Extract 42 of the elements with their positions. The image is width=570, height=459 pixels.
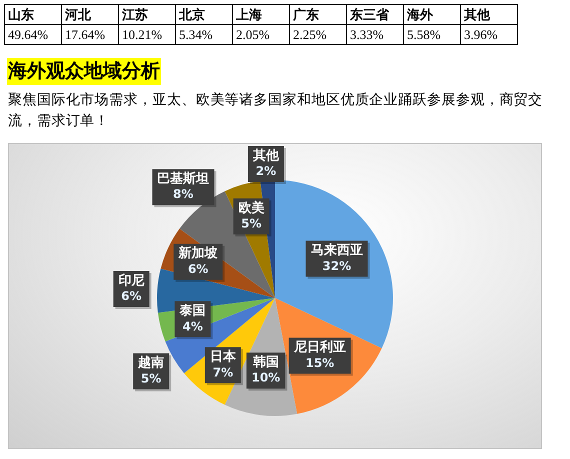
slice-label: 泰国: [178, 304, 206, 319]
data-label: 10%: [251, 370, 280, 385]
category-label: 江苏: [118, 4, 176, 24]
slice-label: 印尼: [118, 272, 144, 288]
data-label: 5.34%: [176, 24, 232, 44]
category-label: 上海: [232, 4, 290, 24]
slice-label: 韩国: [252, 354, 279, 370]
slice-label: 其他: [252, 148, 280, 164]
slice-label: 马来西亚: [310, 243, 363, 258]
chart-subtitle: 聚焦国际化市场需求，亚太、欧美等诸多国家和地区优质企业踊跃参展参观，商贸交流，需求订单！: [8, 91, 544, 131]
data-label: 2.05%: [232, 24, 290, 44]
data-label: 8%: [173, 187, 194, 202]
slice-label: 欧美: [238, 200, 264, 216]
data-label: 5%: [140, 371, 162, 386]
category-label: 其他: [460, 4, 518, 24]
category-label: 河北: [62, 4, 118, 24]
category-label: 广东: [290, 4, 346, 24]
data-label: 6%: [188, 262, 208, 276]
category-label: 海外: [404, 4, 460, 24]
chart-title: 海外观众地域分析: [7, 58, 161, 85]
data-label: 4%: [182, 319, 203, 334]
data-label: 7%: [212, 365, 234, 380]
slice-label: 尼日利亚: [292, 339, 346, 356]
data-label: 17.64%: [62, 24, 118, 44]
data-label: 5.58%: [404, 24, 460, 44]
slice-label: 新加坡: [178, 245, 219, 262]
slice-label: 日本: [210, 350, 237, 365]
category-label: 山东: [4, 4, 62, 24]
data-label: 5%: [241, 216, 262, 231]
data-label: 3.96%: [460, 24, 518, 44]
data-label: 2%: [256, 164, 276, 178]
slice-label: 巴基斯坦: [157, 171, 210, 186]
data-label: 49.64%: [4, 24, 62, 44]
data-label: 3.33%: [346, 24, 404, 44]
data-label: 2.25%: [290, 24, 346, 44]
category-label: 东三省: [346, 4, 404, 24]
data-label: 10.21%: [118, 24, 176, 44]
slice-label: 越南: [137, 356, 164, 371]
data-label: 6%: [121, 289, 142, 304]
data-label: 32%: [322, 258, 352, 273]
data-label: 15%: [305, 356, 334, 370]
category-label: 北京: [176, 4, 232, 24]
